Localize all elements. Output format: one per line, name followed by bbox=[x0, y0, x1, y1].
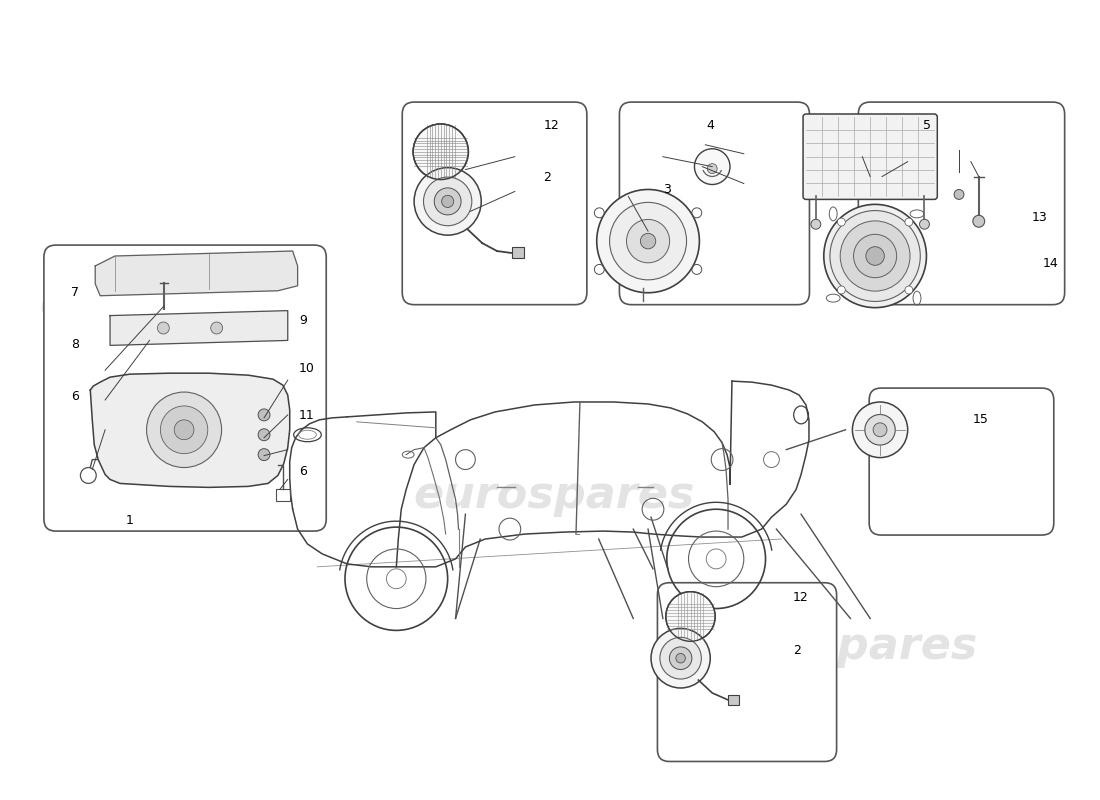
Circle shape bbox=[905, 286, 913, 294]
Text: 4: 4 bbox=[706, 119, 714, 133]
Circle shape bbox=[414, 124, 469, 179]
Circle shape bbox=[161, 406, 208, 454]
Bar bbox=[728, 695, 739, 705]
Text: 5: 5 bbox=[924, 119, 932, 133]
Text: 13: 13 bbox=[1032, 210, 1048, 224]
Text: eurospares: eurospares bbox=[696, 625, 977, 668]
Circle shape bbox=[640, 234, 656, 249]
Circle shape bbox=[258, 429, 270, 441]
Text: 6: 6 bbox=[299, 465, 307, 478]
Circle shape bbox=[905, 218, 913, 226]
Circle shape bbox=[694, 149, 730, 185]
Circle shape bbox=[954, 190, 964, 199]
Circle shape bbox=[920, 219, 929, 229]
Circle shape bbox=[866, 246, 884, 266]
Text: 9: 9 bbox=[299, 314, 307, 327]
Text: 3: 3 bbox=[663, 183, 671, 196]
Text: 2: 2 bbox=[793, 644, 801, 657]
Circle shape bbox=[651, 629, 711, 688]
Circle shape bbox=[829, 210, 921, 302]
FancyBboxPatch shape bbox=[858, 102, 1065, 305]
Circle shape bbox=[840, 221, 910, 291]
Circle shape bbox=[811, 219, 821, 229]
Text: 2: 2 bbox=[543, 171, 551, 184]
Text: 6: 6 bbox=[72, 390, 79, 402]
Text: 12: 12 bbox=[793, 590, 808, 603]
Circle shape bbox=[666, 592, 715, 642]
Circle shape bbox=[670, 647, 692, 670]
Circle shape bbox=[824, 204, 926, 308]
Text: eurospares: eurospares bbox=[39, 283, 320, 326]
Text: 15: 15 bbox=[972, 414, 988, 426]
Circle shape bbox=[211, 322, 222, 334]
Circle shape bbox=[675, 654, 685, 663]
Circle shape bbox=[865, 414, 895, 445]
Circle shape bbox=[837, 218, 845, 226]
Circle shape bbox=[146, 392, 221, 467]
FancyBboxPatch shape bbox=[803, 114, 937, 199]
Circle shape bbox=[627, 219, 670, 262]
Text: 14: 14 bbox=[1043, 257, 1058, 270]
FancyBboxPatch shape bbox=[403, 102, 587, 305]
Circle shape bbox=[414, 168, 481, 235]
FancyBboxPatch shape bbox=[619, 102, 810, 305]
Circle shape bbox=[258, 409, 270, 421]
Text: 1: 1 bbox=[125, 514, 133, 527]
Bar bbox=[276, 490, 289, 502]
Polygon shape bbox=[110, 310, 288, 346]
Circle shape bbox=[660, 638, 702, 679]
FancyBboxPatch shape bbox=[869, 388, 1054, 535]
Circle shape bbox=[258, 449, 270, 461]
FancyBboxPatch shape bbox=[658, 582, 837, 762]
Circle shape bbox=[852, 402, 907, 458]
Circle shape bbox=[424, 177, 472, 226]
Bar bbox=[512, 247, 524, 258]
Text: 10: 10 bbox=[299, 362, 315, 374]
Circle shape bbox=[441, 195, 453, 207]
Circle shape bbox=[157, 322, 169, 334]
FancyBboxPatch shape bbox=[44, 245, 327, 531]
Polygon shape bbox=[96, 251, 298, 296]
Text: 7: 7 bbox=[72, 286, 79, 299]
Circle shape bbox=[854, 234, 896, 278]
Text: 8: 8 bbox=[72, 338, 79, 351]
Circle shape bbox=[873, 423, 887, 437]
Circle shape bbox=[434, 188, 461, 215]
Circle shape bbox=[972, 215, 984, 227]
Polygon shape bbox=[90, 373, 289, 487]
Text: 11: 11 bbox=[299, 410, 315, 422]
Circle shape bbox=[837, 286, 845, 294]
Text: 12: 12 bbox=[543, 119, 559, 133]
Circle shape bbox=[596, 190, 700, 293]
Text: eurospares: eurospares bbox=[414, 474, 695, 517]
Circle shape bbox=[174, 420, 194, 440]
Circle shape bbox=[609, 202, 686, 280]
Circle shape bbox=[707, 164, 717, 174]
